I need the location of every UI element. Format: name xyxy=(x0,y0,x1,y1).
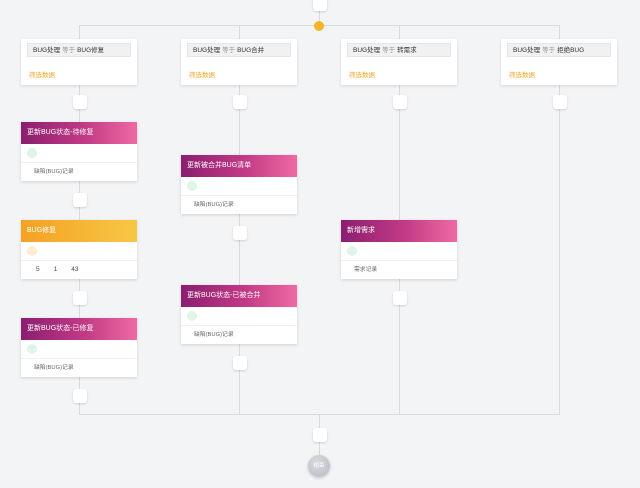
add-step-node[interactable] xyxy=(73,193,87,207)
condition-expression[interactable]: BUG处理 等于 拒绝BUG xyxy=(507,43,611,57)
action-target: 需求记录 xyxy=(354,267,378,273)
action-row xyxy=(181,177,297,196)
action-row xyxy=(181,307,297,326)
end-button[interactable]: 结束 xyxy=(308,455,330,477)
stat-value: 43 xyxy=(71,266,79,273)
branch-1-line xyxy=(79,25,80,414)
filter-data-link[interactable]: 筛选数据 xyxy=(189,72,215,79)
branch-condition-4[interactable]: BUG处理 等于 拒绝BUG 筛选数据 xyxy=(501,39,617,85)
condition-operator: 等于 xyxy=(382,47,396,54)
branch-2-line xyxy=(239,25,240,414)
branch-condition-2[interactable]: BUG处理 等于 BUG合并 筛选数据 xyxy=(181,39,297,85)
condition-expression[interactable]: BUG处理 等于 BUG合并 xyxy=(187,43,291,57)
action-row xyxy=(341,242,457,261)
add-step-node[interactable] xyxy=(73,95,87,109)
stat-value: 1 xyxy=(53,266,58,273)
action-target: 缺陷(BUG)记录 xyxy=(34,169,74,175)
add-step-node[interactable] xyxy=(553,95,567,109)
start-dot[interactable] xyxy=(314,21,324,31)
condition-field: BUG处理 xyxy=(513,47,541,54)
action-card-add-requirement[interactable]: 新增需求 需求记录 xyxy=(341,220,457,279)
action-title: 新增需求 xyxy=(341,220,457,242)
condition-value: 转需求 xyxy=(397,47,417,54)
add-step-node[interactable] xyxy=(393,291,407,305)
stats-row: 5 1 43 xyxy=(21,261,137,279)
branch-condition-3[interactable]: BUG处理 等于 转需求 筛选数据 xyxy=(341,39,457,85)
action-title: 更新BUG状态-已被合并 xyxy=(181,285,297,307)
condition-operator: 等于 xyxy=(62,47,76,54)
condition-field: BUG处理 xyxy=(193,47,221,54)
filter-data-link[interactable]: 筛选数据 xyxy=(509,72,535,79)
stat-value: 5 xyxy=(36,266,40,273)
action-card-update-merged[interactable]: 更新BUG状态-已被合并 缺陷(BUG)记录 xyxy=(181,285,297,344)
condition-expression[interactable]: BUG处理 等于 BUG修复 xyxy=(27,43,131,57)
status-dot-icon xyxy=(187,311,197,321)
action-row xyxy=(21,144,137,163)
add-step-node[interactable] xyxy=(233,226,247,240)
add-step-node[interactable] xyxy=(233,356,247,370)
status-dot-icon xyxy=(187,181,197,191)
start-node[interactable] xyxy=(313,0,327,11)
action-title: 更新BUG状态-已修复 xyxy=(21,318,137,340)
branch-4-line xyxy=(559,25,560,414)
condition-operator: 等于 xyxy=(542,47,556,54)
action-row xyxy=(21,340,137,359)
action-target: 缺陷(BUG)记录 xyxy=(194,332,234,338)
filter-data-link[interactable]: 筛选数据 xyxy=(349,72,375,79)
status-dot-icon xyxy=(27,246,37,256)
add-step-node[interactable] xyxy=(313,428,327,442)
filter-data-link[interactable]: 筛选数据 xyxy=(29,72,55,79)
condition-operator: 等于 xyxy=(222,47,236,54)
status-dot-icon xyxy=(27,148,37,158)
condition-expression[interactable]: BUG处理 等于 转需求 xyxy=(347,43,451,57)
add-step-node[interactable] xyxy=(73,291,87,305)
action-title: BUG修复 xyxy=(21,220,137,242)
action-row xyxy=(21,242,137,261)
status-dot-icon xyxy=(347,246,357,256)
status-dot-icon xyxy=(27,344,37,354)
action-card-update-to-fix[interactable]: 更新BUG状态-待修复 缺陷(BUG)记录 xyxy=(21,122,137,181)
branch-condition-1[interactable]: BUG处理 等于 BUG修复 筛选数据 xyxy=(21,39,137,85)
action-card-bug-fix[interactable]: BUG修复 5 1 43 xyxy=(21,220,137,279)
condition-field: BUG处理 xyxy=(353,47,381,54)
action-title: 更新BUG状态-待修复 xyxy=(21,122,137,144)
condition-value: BUG合并 xyxy=(237,47,265,54)
action-target: 缺陷(BUG)记录 xyxy=(34,365,74,371)
trunk-top xyxy=(319,8,320,25)
add-step-node[interactable] xyxy=(73,389,87,403)
add-step-node[interactable] xyxy=(393,95,407,109)
condition-value: 拒绝BUG xyxy=(557,47,585,54)
branch-3-line xyxy=(399,25,400,414)
condition-value: BUG修复 xyxy=(77,47,105,54)
action-card-update-fixed[interactable]: 更新BUG状态-已修复 缺陷(BUG)记录 xyxy=(21,318,137,377)
condition-field: BUG处理 xyxy=(33,47,61,54)
action-title: 更新被合并BUG清单 xyxy=(181,155,297,177)
action-card-update-merge-list[interactable]: 更新被合并BUG清单 缺陷(BUG)记录 xyxy=(181,155,297,214)
add-step-node[interactable] xyxy=(233,95,247,109)
action-target: 缺陷(BUG)记录 xyxy=(194,202,234,208)
